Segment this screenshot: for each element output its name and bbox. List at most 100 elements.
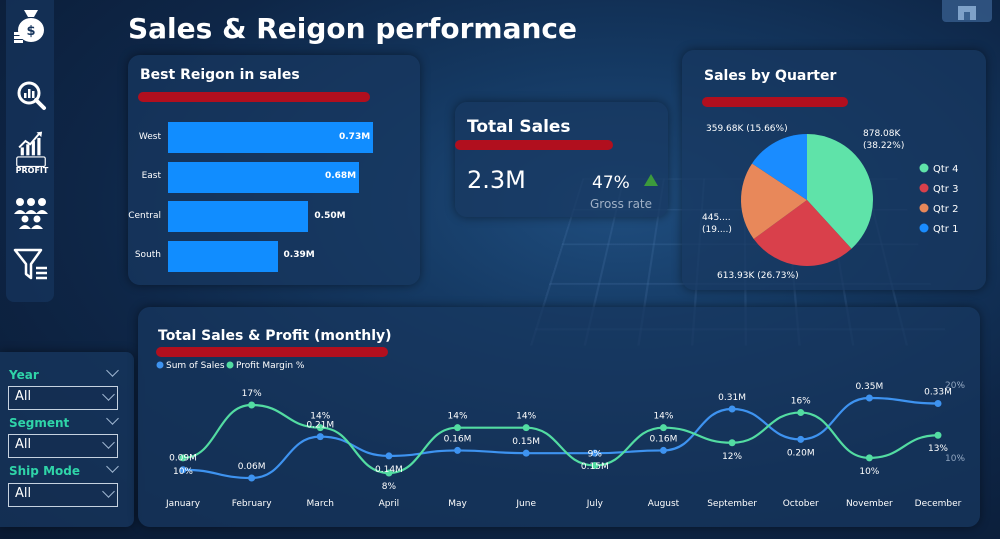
chevron-down-icon[interactable] bbox=[106, 364, 119, 377]
margin-point[interactable] bbox=[728, 439, 736, 447]
title-underline bbox=[455, 140, 613, 150]
x-tick-label: June bbox=[515, 499, 536, 509]
pie-data-label: 613.93K (26.73%) bbox=[717, 271, 799, 281]
pie-data-label: 359.68K (15.66%) bbox=[706, 124, 788, 134]
sales-point[interactable] bbox=[659, 446, 667, 454]
legend-label[interactable]: Sum of Sales bbox=[166, 361, 225, 371]
sales-data-label: 0.15M bbox=[581, 462, 609, 472]
segment-filter-select[interactable]: All bbox=[8, 434, 118, 458]
sales-line[interactable] bbox=[182, 396, 939, 480]
legend-marker bbox=[226, 361, 234, 369]
pie-data-label: 878.08K bbox=[863, 129, 901, 139]
title-underline bbox=[138, 92, 370, 102]
sales-point[interactable] bbox=[179, 466, 187, 474]
year-filter-value: All bbox=[15, 389, 32, 404]
y2-tick-label: 10% bbox=[945, 454, 965, 464]
x-tick-label: July bbox=[586, 499, 604, 509]
margin-point[interactable] bbox=[454, 424, 462, 432]
legend-label[interactable]: Profit Margin % bbox=[236, 361, 305, 371]
margin-point[interactable] bbox=[385, 469, 393, 477]
home-icon[interactable] bbox=[942, 0, 992, 22]
sales-data-label: 0.14M bbox=[375, 465, 403, 475]
segment-filter-value: All bbox=[15, 437, 32, 452]
bar-category-label: South bbox=[134, 250, 161, 260]
total-sales-card: Total Sales 2.3M 47% Gross rate bbox=[455, 102, 668, 217]
title-underline bbox=[156, 347, 388, 357]
region-chart-panel: Best Reigon in sales West 0.73M East 0.68M C… bbox=[128, 55, 420, 285]
region-chart-title: Best Reigon in sales bbox=[140, 67, 300, 83]
x-tick-label: November bbox=[846, 499, 893, 509]
legend-label[interactable]: Qtr 3 bbox=[933, 184, 958, 195]
sales-data-label: 0.31M bbox=[718, 393, 746, 403]
gross-rate-label: Gross rate bbox=[590, 197, 653, 211]
year-filter-select[interactable]: All bbox=[8, 386, 118, 410]
margin-point[interactable] bbox=[865, 454, 873, 462]
margin-data-label: 14% bbox=[653, 412, 673, 422]
legend-label[interactable]: Qtr 2 bbox=[933, 204, 958, 215]
chevron-down-icon[interactable] bbox=[106, 412, 119, 425]
margin-point[interactable] bbox=[591, 461, 599, 469]
margin-line[interactable] bbox=[182, 403, 939, 475]
sales-point[interactable] bbox=[454, 446, 462, 454]
sales-point[interactable] bbox=[385, 452, 393, 460]
sales-data-label: 0.16M bbox=[650, 434, 678, 444]
bar-value-label: 0.50M bbox=[314, 210, 346, 221]
margin-data-label: 9% bbox=[588, 449, 603, 459]
region-bar[interactable] bbox=[168, 122, 373, 153]
pie-slice[interactable] bbox=[741, 163, 807, 239]
sales-point[interactable] bbox=[591, 449, 599, 457]
legend-marker bbox=[919, 203, 929, 213]
region-bar[interactable] bbox=[168, 161, 359, 193]
y2-tick-label: 20% bbox=[945, 381, 965, 391]
legend-marker bbox=[919, 183, 929, 193]
legend-label[interactable]: Qtr 1 bbox=[933, 224, 958, 235]
trend-up-icon bbox=[644, 174, 658, 186]
profit-icon[interactable] bbox=[12, 130, 50, 168]
sales-point[interactable] bbox=[797, 435, 805, 443]
page-title: Sales & Reigon performance bbox=[128, 12, 577, 45]
margin-point[interactable] bbox=[179, 454, 187, 462]
filter-icon[interactable] bbox=[12, 246, 50, 284]
monthly-line-chart: Sum of Sales Profit Margin % 20% 10% 0.09M 0.… bbox=[156, 361, 965, 509]
ship-mode-filter-select[interactable]: All bbox=[8, 483, 118, 507]
sales-point[interactable] bbox=[522, 449, 530, 457]
monthly-chart-panel: Total Sales & Profit (monthly) Sum of Sa… bbox=[138, 307, 980, 527]
quarter-chart-title: Sales by Quarter bbox=[704, 68, 837, 84]
x-tick-label: March bbox=[307, 499, 334, 509]
sales-point[interactable] bbox=[248, 474, 256, 482]
margin-point[interactable] bbox=[248, 401, 256, 409]
region-bar[interactable] bbox=[168, 201, 309, 232]
margin-point[interactable] bbox=[659, 424, 667, 432]
sales-data-label: 0.09M bbox=[169, 454, 197, 464]
chevron-down-icon[interactable] bbox=[106, 460, 119, 473]
x-tick-label: September bbox=[707, 499, 757, 509]
money-bag-icon[interactable]: $ bbox=[12, 6, 50, 44]
margin-data-label: 14% bbox=[448, 412, 468, 422]
svg-text:$: $ bbox=[26, 24, 35, 39]
sales-point[interactable] bbox=[728, 405, 736, 413]
margin-point[interactable] bbox=[797, 409, 805, 417]
margin-data-label: 14% bbox=[516, 412, 536, 422]
margin-data-label: 10% bbox=[173, 467, 193, 477]
pie-slice[interactable] bbox=[753, 200, 852, 266]
legend-label[interactable]: Qtr 4 bbox=[933, 164, 958, 175]
x-tick-label: May bbox=[448, 499, 467, 509]
people-icon[interactable] bbox=[12, 192, 50, 230]
search-chart-icon[interactable] bbox=[12, 76, 50, 114]
legend-marker bbox=[919, 223, 929, 233]
sales-data-label: 0.16M bbox=[444, 434, 472, 444]
margin-point[interactable] bbox=[522, 424, 530, 432]
sales-point[interactable] bbox=[316, 433, 324, 441]
pie-slice[interactable] bbox=[752, 134, 807, 200]
sales-point[interactable] bbox=[934, 400, 942, 408]
profit-icon-label: PROFIT bbox=[15, 166, 49, 175]
margin-point[interactable] bbox=[316, 424, 324, 432]
margin-point[interactable] bbox=[934, 431, 942, 439]
pie-slice[interactable] bbox=[807, 134, 873, 249]
bar-value-label: 0.73M bbox=[339, 131, 371, 142]
sales-point[interactable] bbox=[865, 394, 873, 402]
region-bar[interactable] bbox=[168, 240, 278, 272]
margin-data-label: 16% bbox=[791, 397, 811, 407]
bar-category-label: East bbox=[141, 171, 161, 181]
margin-data-label: 14% bbox=[310, 412, 330, 422]
